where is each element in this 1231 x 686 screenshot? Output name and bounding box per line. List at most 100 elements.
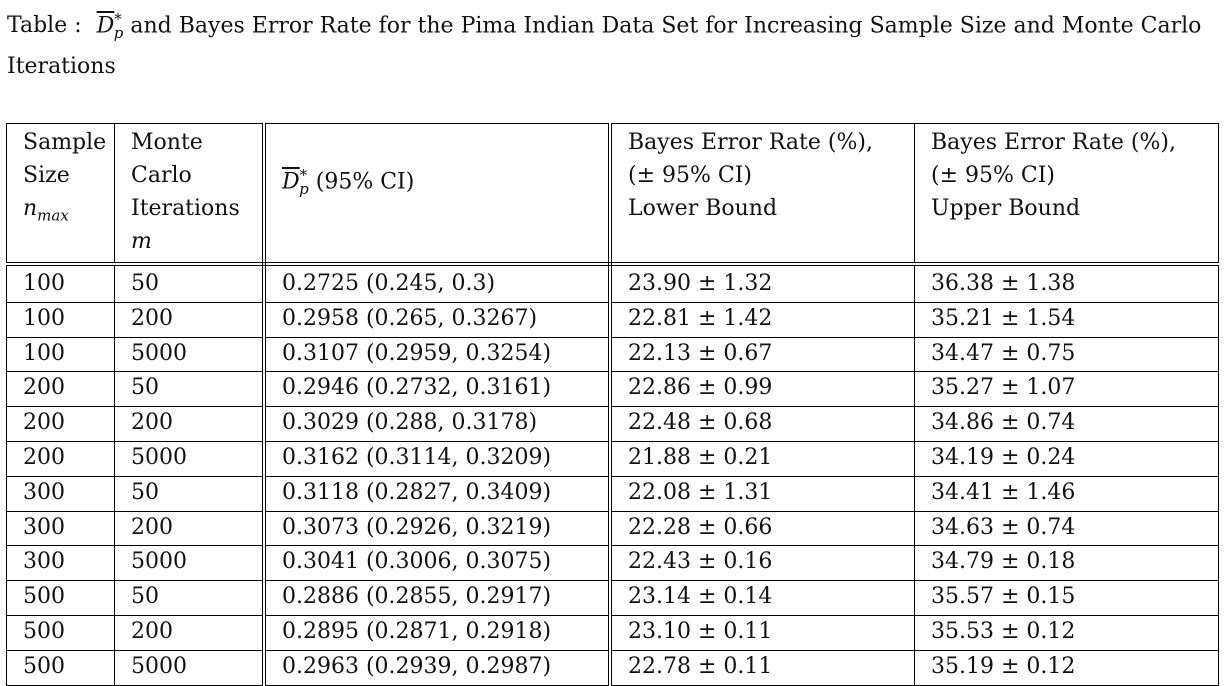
cell-sample-size: 200 [6,371,115,408]
caption-star: * [114,10,122,28]
cell-monte-carlo: 200 [114,614,266,651]
header-monte-carlo-line2: Carlo [131,163,192,188]
cell-lower-bound: 22.81 ± 1.42 [609,301,915,338]
header-max-sub: max [37,206,69,225]
cell-upper-bound: 36.38 ± 1.38 [914,264,1219,303]
cell-monte-carlo: 5000 [114,649,266,686]
table-row: 300 5000 0.3041 (0.3006, 0.3075) 22.43 ±… [6,545,1219,582]
caption-sub-p: p [113,23,124,42]
cell-upper-bound: 35.57 ± 0.15 [914,580,1219,616]
cell-monte-carlo: 5000 [114,440,266,477]
header-lower-bound: Bayes Error Rate (%), (± 95% CI) Lower B… [609,123,915,266]
header-dp: D*p (95% CI) [263,123,612,266]
table-row: 100 200 0.2958 (0.265, 0.3267) 22.81 ± 1… [6,301,1219,338]
header-dp-ci: (95% CI) [315,169,415,195]
cell-upper-bound: 34.79 ± 0.18 [914,545,1219,582]
header-upper-line2: (± 95% CI) [931,163,1056,188]
cell-lower-bound: 22.43 ± 0.16 [609,545,915,582]
header-sample-size-line1: Sample [23,130,107,155]
caption-label: Table : [7,13,82,39]
cell-upper-bound: 35.53 ± 0.12 [914,614,1219,651]
header-dp-symbol: D [282,169,300,195]
cell-sample-size: 500 [6,580,115,616]
cell-sample-size: 100 [6,264,115,303]
cell-dp-ci: 0.3107 (0.2959, 0.3254) [263,336,612,373]
cell-dp-ci: 0.3162 (0.3114, 0.3209) [263,440,612,477]
header-lower-line1: Bayes Error Rate (%), [628,130,873,155]
cell-dp-ci: 0.2886 (0.2855, 0.2917) [263,580,612,616]
header-dp-sub: p [299,179,309,198]
cell-lower-bound: 22.28 ± 0.66 [609,510,915,547]
cell-upper-bound: 34.86 ± 0.74 [914,406,1219,442]
cell-sample-size: 100 [6,336,115,373]
cell-sample-size: 200 [6,406,115,442]
table-body: 100 50 0.2725 (0.245, 0.3) 23.90 ± 1.32 … [6,264,1219,686]
header-n: n [23,196,38,221]
cell-dp-ci: 0.3029 (0.288, 0.3178) [263,406,612,442]
header-sample-size: Sample Size nmax [6,123,115,266]
cell-monte-carlo: 50 [114,475,266,512]
cell-dp-ci: 0.2725 (0.245, 0.3) [263,264,612,303]
cell-upper-bound: 35.19 ± 0.12 [914,649,1219,686]
cell-monte-carlo: 5000 [114,336,266,373]
header-monte-carlo-symbol: m [131,229,152,254]
header-lower-line2: (± 95% CI) [628,163,753,188]
cell-lower-bound: 23.14 ± 0.14 [609,580,915,616]
table-row: 200 200 0.3029 (0.288, 0.3178) 22.48 ± 0… [6,406,1219,442]
header-upper-line3: Upper Bound [931,196,1081,221]
header-sample-size-line2: Size [23,163,70,188]
table-header: Sample Size nmax Monte Carlo Iterations … [6,123,1219,266]
header-row: Sample Size nmax Monte Carlo Iterations … [6,123,1219,266]
cell-lower-bound: 22.48 ± 0.68 [609,406,915,442]
table-row: 200 50 0.2946 (0.2732, 0.3161) 22.86 ± 0… [6,371,1219,408]
cell-monte-carlo: 5000 [114,545,266,582]
cell-dp-ci: 0.3118 (0.2827, 0.3409) [263,475,612,512]
cell-monte-carlo: 200 [114,301,266,338]
table-row: 500 50 0.2886 (0.2855, 0.2917) 23.14 ± 0… [6,580,1219,616]
table-row: 300 50 0.3118 (0.2827, 0.3409) 22.08 ± 1… [6,475,1219,512]
header-monte-carlo-line3: Iterations [131,196,240,221]
table-row: 300 200 0.3073 (0.2926, 0.3219) 22.28 ± … [6,510,1219,547]
caption-dbar-symbol: D [96,13,115,39]
table-row: 100 50 0.2725 (0.245, 0.3) 23.90 ± 1.32 … [6,264,1219,303]
cell-sample-size: 300 [6,545,115,582]
cell-dp-ci: 0.3073 (0.2926, 0.3219) [263,510,612,547]
cell-monte-carlo: 200 [114,510,266,547]
cell-lower-bound: 22.78 ± 0.11 [609,649,915,686]
header-monte-carlo: Monte Carlo Iterations m [114,123,266,266]
cell-lower-bound: 23.90 ± 1.32 [609,264,915,303]
cell-lower-bound: 22.86 ± 0.99 [609,371,915,408]
cell-upper-bound: 34.19 ± 0.24 [914,440,1219,477]
cell-dp-ci: 0.2946 (0.2732, 0.3161) [263,371,612,408]
header-sample-size-symbol: nmax [23,192,114,232]
cell-lower-bound: 22.13 ± 0.67 [609,336,915,373]
results-table: Sample Size nmax Monte Carlo Iterations … [6,123,1219,686]
cell-sample-size: 500 [6,649,115,686]
cell-dp-ci: 0.3041 (0.3006, 0.3075) [263,545,612,582]
cell-monte-carlo: 50 [114,371,266,408]
cell-monte-carlo: 50 [114,264,266,303]
cell-upper-bound: 35.21 ± 1.54 [914,301,1219,338]
header-upper-bound: Bayes Error Rate (%), (± 95% CI) Upper B… [914,123,1219,266]
table-row: 500 5000 0.2963 (0.2939, 0.2987) 22.78 ±… [6,649,1219,686]
header-monte-carlo-line1: Monte [131,130,203,155]
table-row: 200 5000 0.3162 (0.3114, 0.3209) 21.88 ±… [6,440,1219,477]
cell-upper-bound: 34.63 ± 0.74 [914,510,1219,547]
cell-sample-size: 100 [6,301,115,338]
cell-sample-size: 300 [6,510,115,547]
header-upper-line1: Bayes Error Rate (%), [931,130,1176,155]
cell-lower-bound: 22.08 ± 1.31 [609,475,915,512]
header-dp-star: * [299,166,308,184]
cell-lower-bound: 23.10 ± 0.11 [609,614,915,651]
table-row: 500 200 0.2895 (0.2871, 0.2918) 23.10 ± … [6,614,1219,651]
cell-dp-ci: 0.2895 (0.2871, 0.2918) [263,614,612,651]
cell-upper-bound: 35.27 ± 1.07 [914,371,1219,408]
cell-upper-bound: 34.47 ± 0.75 [914,336,1219,373]
cell-lower-bound: 21.88 ± 0.21 [609,440,915,477]
cell-monte-carlo: 50 [114,580,266,616]
table-row: 100 5000 0.3107 (0.2959, 0.3254) 22.13 ±… [6,336,1219,373]
cell-sample-size: 300 [6,475,115,512]
header-dp-content: D*p (95% CI) [282,126,608,206]
header-lower-line3: Lower Bound [628,196,778,221]
cell-upper-bound: 34.41 ± 1.46 [914,475,1219,512]
